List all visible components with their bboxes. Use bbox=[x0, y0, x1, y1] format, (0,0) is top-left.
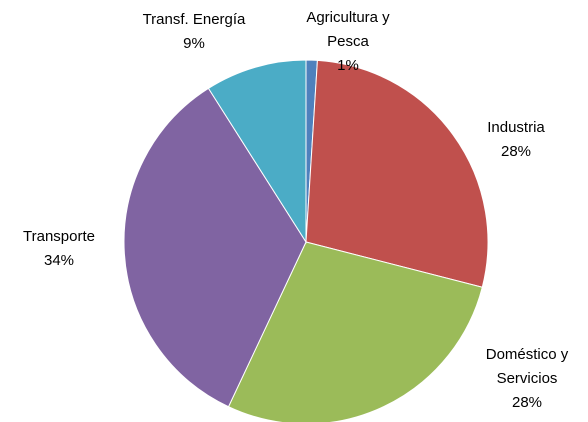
value-label: 34% bbox=[43, 252, 75, 269]
category-name: Industria bbox=[487, 119, 545, 136]
value-label: 28% bbox=[500, 143, 532, 160]
pie-slice bbox=[207, 59, 307, 244]
slice-label: Transf. Energía 9% bbox=[134, 8, 254, 56]
category-name: Transporte bbox=[23, 228, 95, 245]
pie-slice bbox=[123, 87, 307, 408]
category-name: Transf. Energía bbox=[142, 11, 246, 28]
value-label: 9% bbox=[183, 35, 205, 52]
pie-slice bbox=[227, 241, 483, 422]
value-label: 28% bbox=[511, 394, 543, 411]
pie-slice bbox=[305, 59, 489, 288]
slice-label: Agricultura y Pesca 1% bbox=[296, 6, 400, 78]
slice-label: Transporte 34% bbox=[4, 225, 114, 273]
category-name: Agricultura y Pesca bbox=[306, 9, 390, 50]
category-name: Doméstico y Servicios bbox=[485, 346, 569, 387]
slice-label: Doméstico y Servicios 28% bbox=[470, 343, 584, 415]
slice-label: Industria 28% bbox=[466, 116, 566, 164]
value-label: 1% bbox=[337, 57, 359, 74]
